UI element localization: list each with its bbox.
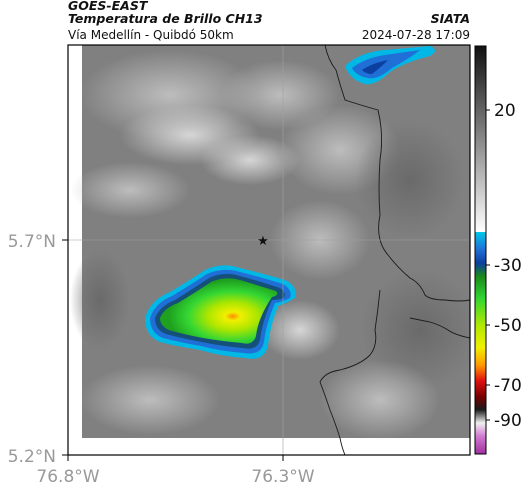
border-line-2: [319, 289, 381, 455]
satellite-image: [68, 45, 470, 455]
colorbar-tick-20: 20: [494, 101, 516, 121]
cloud-mass-core: [160, 278, 278, 344]
colorbar-tick-minus90: -90: [494, 411, 522, 431]
site-star-marker: ★: [257, 234, 269, 249]
datetime-label: 2024-07-28 17:09: [361, 28, 470, 42]
agency-label: SIATA: [430, 11, 470, 26]
border-line-1: [324, 45, 470, 302]
lon-label-76-8: 76.8°W: [36, 467, 99, 487]
lon-label-76-3: 76.3°W: [251, 467, 314, 487]
region-label: Vía Medellín - Quibdó 50km: [68, 28, 234, 42]
colorbar-tick-minus50: -50: [494, 316, 522, 336]
colorbar: 20 -30 -50 -70 -90: [474, 45, 522, 455]
colorbar-tick-minus70: -70: [494, 376, 522, 396]
lat-label-5-7: 5.7°N: [8, 232, 56, 252]
border-line-3: [409, 317, 470, 339]
product-title: Temperatura de Brillo CH13: [68, 11, 263, 26]
lat-label-5-2: 5.2°N: [8, 447, 56, 467]
satellite-title: GOES-EAST: [68, 0, 148, 13]
colorbar-tick-minus30: -30: [494, 256, 522, 276]
